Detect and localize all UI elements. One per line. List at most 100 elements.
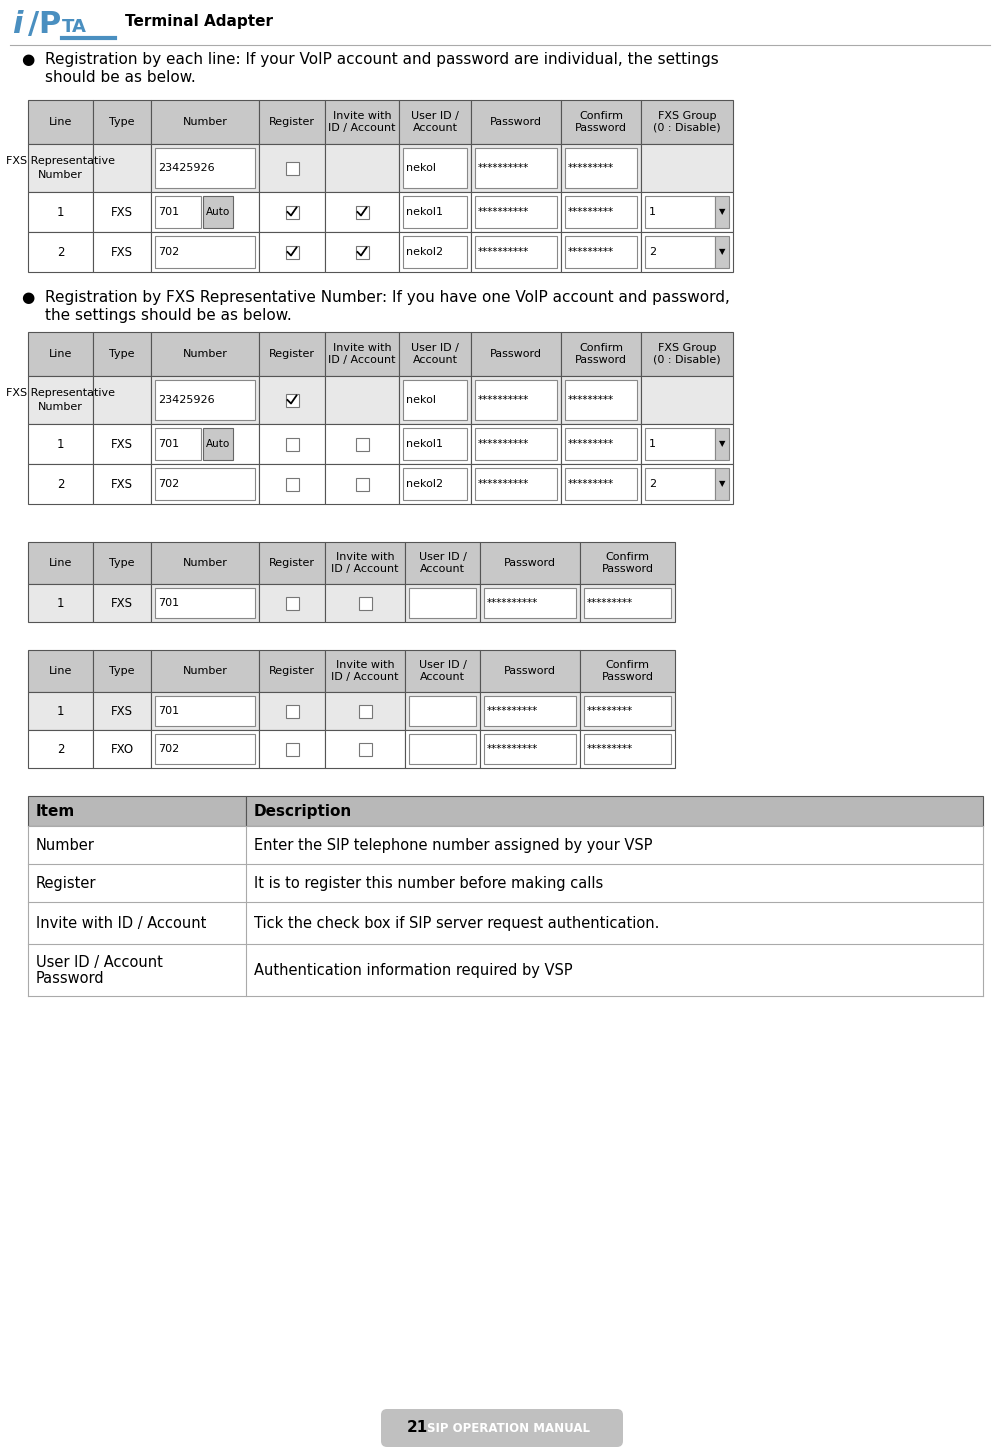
Bar: [155, 236, 255, 268]
Bar: [403, 468, 467, 500]
Text: *********: *********: [568, 247, 614, 257]
Text: Password: Password: [504, 558, 556, 568]
Text: *********: *********: [568, 207, 614, 218]
Bar: [28, 423, 93, 464]
Bar: [285, 742, 298, 755]
Bar: [399, 332, 471, 376]
Bar: [471, 332, 561, 376]
Bar: [93, 332, 151, 376]
Bar: [325, 650, 405, 692]
Text: nekol: nekol: [406, 394, 436, 405]
Text: Invite with
ID / Account: Invite with ID / Account: [329, 344, 396, 365]
Bar: [259, 464, 325, 505]
Bar: [28, 796, 246, 826]
Bar: [285, 393, 298, 406]
Text: *********: *********: [587, 744, 633, 754]
Bar: [285, 477, 298, 490]
Bar: [259, 650, 325, 692]
Bar: [28, 332, 93, 376]
Text: Registration by each line: If your VoIP account and password are individual, the: Registration by each line: If your VoIP …: [45, 52, 719, 67]
Bar: [480, 650, 580, 692]
Bar: [259, 232, 325, 273]
Bar: [641, 376, 733, 423]
Bar: [246, 826, 983, 864]
Bar: [580, 692, 675, 729]
Text: FXO: FXO: [111, 742, 134, 755]
Bar: [151, 729, 259, 768]
Text: **********: **********: [478, 478, 530, 489]
Text: Number: Number: [183, 117, 227, 128]
Bar: [641, 144, 733, 191]
Text: **********: **********: [478, 439, 530, 450]
Bar: [715, 468, 729, 500]
Bar: [325, 144, 399, 191]
Bar: [399, 191, 471, 232]
Bar: [561, 464, 641, 505]
Bar: [405, 542, 480, 584]
Bar: [151, 692, 259, 729]
Bar: [471, 423, 561, 464]
Text: Description: Description: [254, 803, 352, 818]
Text: **********: **********: [487, 597, 539, 608]
Bar: [565, 428, 637, 460]
Bar: [356, 438, 369, 451]
Bar: [715, 236, 729, 268]
Bar: [405, 692, 480, 729]
Text: FXS Representative: FXS Representative: [6, 157, 115, 165]
Text: i: i: [12, 10, 22, 39]
Bar: [561, 144, 641, 191]
Bar: [28, 376, 93, 423]
Text: Register: Register: [269, 117, 315, 128]
Text: Authentication information required by VSP: Authentication information required by V…: [254, 963, 573, 977]
Bar: [155, 468, 255, 500]
Text: Type: Type: [110, 666, 135, 676]
Text: 2: 2: [56, 245, 64, 258]
Bar: [151, 542, 259, 584]
Bar: [325, 584, 405, 622]
Bar: [259, 542, 325, 584]
Text: P: P: [38, 10, 60, 39]
Text: Terminal Adapter: Terminal Adapter: [125, 14, 273, 29]
Bar: [246, 944, 983, 996]
Bar: [28, 584, 93, 622]
Text: Invite with ID / Account: Invite with ID / Account: [36, 915, 206, 931]
Bar: [405, 729, 480, 768]
Text: 2: 2: [56, 477, 64, 490]
Text: *********: *********: [568, 394, 614, 405]
Bar: [405, 584, 480, 622]
Text: **********: **********: [478, 162, 530, 173]
Text: Line: Line: [49, 117, 72, 128]
FancyBboxPatch shape: [381, 1409, 623, 1447]
Text: nekol2: nekol2: [406, 247, 443, 257]
Bar: [259, 692, 325, 729]
Bar: [93, 542, 151, 584]
Bar: [399, 144, 471, 191]
Bar: [565, 148, 637, 188]
Text: Auto: Auto: [206, 207, 230, 218]
Bar: [471, 376, 561, 423]
Bar: [403, 148, 467, 188]
Text: nekol: nekol: [406, 162, 436, 173]
Text: Invite with
ID / Account: Invite with ID / Account: [332, 552, 399, 574]
Text: FXS: FXS: [111, 477, 133, 490]
Bar: [93, 376, 151, 423]
Bar: [399, 464, 471, 505]
Bar: [151, 464, 259, 505]
Text: Confirm
Password: Confirm Password: [575, 344, 627, 365]
Text: User ID /
Account: User ID / Account: [418, 660, 466, 681]
Bar: [645, 428, 715, 460]
Text: ▼: ▼: [719, 480, 726, 489]
Bar: [151, 584, 259, 622]
Bar: [645, 468, 715, 500]
Text: Enter the SIP telephone number assigned by your VSP: Enter the SIP telephone number assigned …: [254, 838, 652, 853]
Text: 702: 702: [158, 744, 179, 754]
Bar: [93, 423, 151, 464]
Bar: [151, 232, 259, 273]
Bar: [93, 191, 151, 232]
Bar: [325, 729, 405, 768]
Text: 1: 1: [649, 439, 656, 450]
Bar: [28, 232, 93, 273]
Bar: [471, 191, 561, 232]
Text: 2: 2: [56, 742, 64, 755]
Bar: [399, 423, 471, 464]
